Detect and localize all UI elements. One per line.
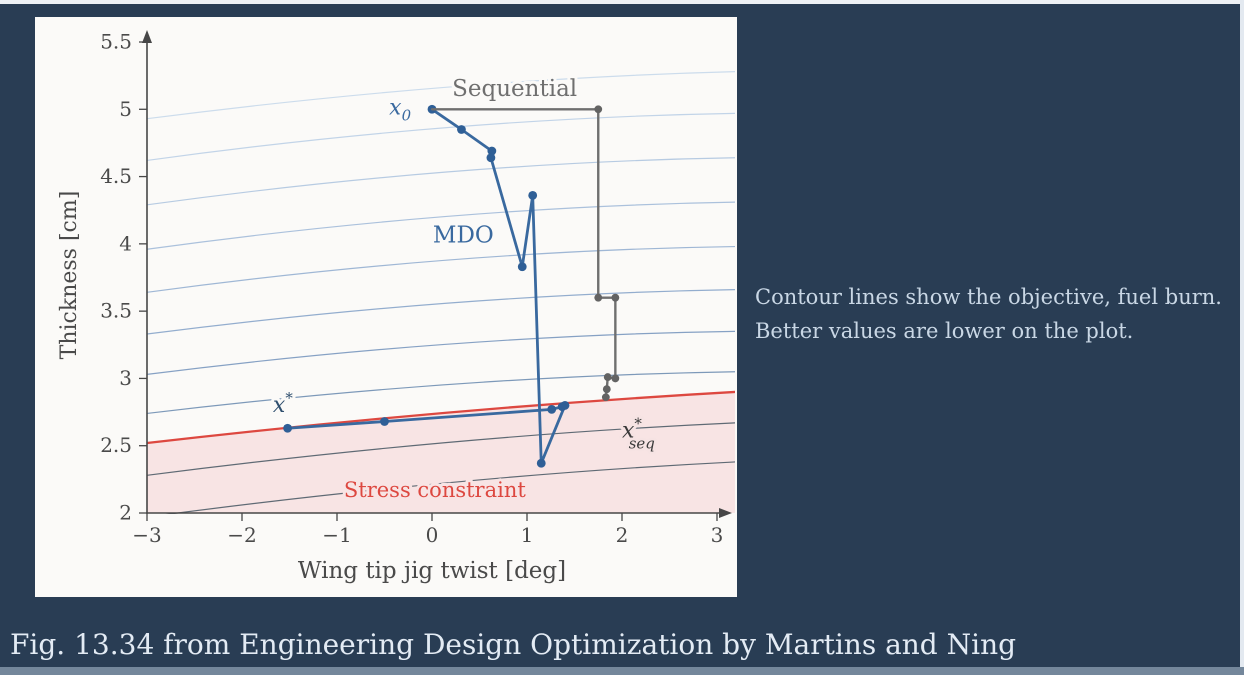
x-tick-label: 2	[616, 523, 629, 547]
x-tick-label: 3	[711, 523, 724, 547]
sequential-point	[594, 293, 603, 302]
sequential-point	[611, 374, 620, 383]
contour-line	[146, 112, 735, 162]
mdo-label: MDO	[433, 223, 494, 249]
figure-panel: 2 2.5 3 3.5 4 4.5 5 5.5 −3 −2 −1 0 1 2 3 Wing tip jig t…	[35, 17, 737, 597]
mdo-point	[557, 402, 567, 412]
contour-line	[146, 157, 735, 206]
sequential-point	[611, 293, 620, 302]
sequential-point	[603, 373, 612, 381]
mdo-point	[536, 458, 546, 468]
y-tick-label: 2	[119, 501, 132, 525]
mdo-point	[380, 417, 389, 426]
contour-line	[146, 245, 735, 293]
figure-caption: Fig. 13.34 from Engineering Design Optim…	[10, 628, 1017, 661]
y-tick-label: 5	[119, 97, 132, 121]
contour-line	[146, 201, 735, 250]
contour-line	[146, 371, 735, 415]
sequential-point	[602, 385, 611, 394]
mdo-point	[528, 191, 538, 200]
x-star-label: x*	[273, 389, 293, 418]
axes: 2 2.5 3 3.5 4 4.5 5 5.5 −3 −2 −1 0 1 2 3 Wing tip jig t…	[57, 30, 732, 584]
side-note-line2: Better values are lower on the plot.	[755, 319, 1134, 343]
contour-line	[165, 461, 735, 514]
sequential-point	[594, 105, 603, 114]
y-tick-label: 3	[119, 366, 132, 390]
x-tick-label: 0	[426, 523, 439, 547]
mdo-point	[517, 262, 527, 272]
right-border	[1240, 0, 1244, 675]
mdo-point	[283, 423, 292, 433]
x0-label: x0	[389, 96, 411, 125]
contour-line	[146, 289, 735, 335]
y-tick-label: 4	[119, 231, 132, 255]
infeasible-region	[147, 391, 735, 513]
x-tick-label: 1	[521, 523, 534, 547]
sequential-point	[601, 393, 610, 402]
x-axis-arrow-icon	[719, 508, 732, 518]
stress-constraint-label: Stress constraint	[344, 478, 526, 502]
bottom-accent-bar	[0, 667, 1244, 675]
optimization-plot-svg: 2 2.5 3 3.5 4 4.5 5 5.5 −3 −2 −1 0 1 2 3 Wing tip jig t…	[57, 30, 735, 584]
mdo-path	[286, 107, 567, 465]
x-axis-title: Wing tip jig twist [deg]	[298, 558, 566, 584]
stress-constraint-line	[146, 390, 735, 445]
x-tick-label: −1	[322, 523, 351, 547]
contour-line	[146, 71, 735, 120]
sequential-label: Sequential	[452, 76, 577, 102]
side-note: Contour lines show the objective, fuel b…	[755, 280, 1235, 348]
mdo-point	[457, 125, 466, 134]
y-tick-label: 5.5	[100, 30, 132, 54]
contour-line	[146, 422, 735, 476]
mdo-point	[487, 146, 497, 156]
mdo-point	[486, 153, 496, 163]
y-axis-arrow-icon	[142, 30, 152, 43]
mdo-point	[547, 404, 557, 414]
y-axis-title: Thickness [cm]	[57, 191, 82, 360]
y-tick-label: 3.5	[100, 299, 132, 323]
x-tick-label: −2	[227, 523, 256, 547]
y-tick-label: 4.5	[100, 164, 132, 188]
y-tick-label: 2.5	[100, 433, 132, 457]
contour-region	[146, 71, 735, 514]
contour-line	[146, 330, 735, 375]
x-tick-label: −3	[132, 523, 161, 547]
side-note-line1: Contour lines show the objective, fuel b…	[755, 285, 1222, 309]
top-border	[0, 0, 1244, 4]
